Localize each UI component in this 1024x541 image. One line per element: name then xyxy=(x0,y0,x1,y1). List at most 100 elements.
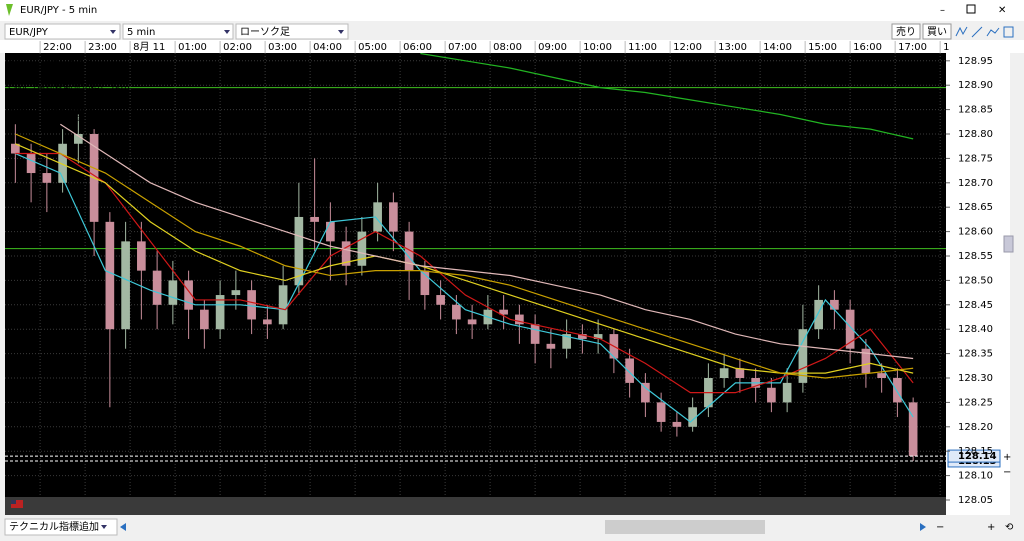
y-tick-label: 128.65 xyxy=(958,202,993,213)
flag-canton xyxy=(11,500,16,504)
title-bar xyxy=(0,0,1024,21)
dropdown-arrow xyxy=(101,525,107,529)
sma-line xyxy=(15,143,914,374)
x-tick-label: 04:00 xyxy=(313,42,342,53)
candle-body xyxy=(562,334,571,349)
symbol-dropdown[interactable] xyxy=(4,23,121,40)
x-tick-label: 14:00 xyxy=(763,42,792,53)
sell-label: 売り xyxy=(896,25,916,38)
candle-body xyxy=(625,358,634,383)
candle-body xyxy=(845,309,855,349)
x-tick-label: 15:00 xyxy=(808,42,837,53)
v-scroll-thumb[interactable] xyxy=(1003,235,1014,253)
y-tick-label: 128.15 xyxy=(958,446,993,457)
candle-body xyxy=(452,304,461,320)
candle-body xyxy=(247,290,256,320)
candle-body xyxy=(499,309,508,315)
x-tick-label: 22:00 xyxy=(43,42,72,53)
dropdown-arrow xyxy=(224,30,230,34)
candle-body xyxy=(215,295,225,330)
candle-body xyxy=(373,202,382,232)
candle-body xyxy=(121,241,130,330)
y-tick-label: 128.50 xyxy=(958,275,993,286)
candle-body xyxy=(641,382,650,403)
candle-body xyxy=(893,378,902,403)
candle-body xyxy=(861,348,871,374)
candle-body xyxy=(578,334,587,339)
candle-body xyxy=(326,221,335,242)
buy-button[interactable] xyxy=(922,23,952,40)
y-tick-label: 128.10 xyxy=(958,471,993,482)
zoom-in[interactable]: + xyxy=(987,522,995,533)
candle-body xyxy=(263,319,272,325)
indicator-dropdown[interactable] xyxy=(4,518,118,536)
price-box xyxy=(947,449,1001,463)
tool-icons[interactable] xyxy=(955,26,1014,38)
minimize-button[interactable]: – xyxy=(940,5,945,16)
symbol: EUR/JPY xyxy=(9,27,49,38)
h-scroll-thumb[interactable] xyxy=(605,520,765,534)
candle-body xyxy=(357,231,367,266)
candle-body xyxy=(231,290,241,296)
zoom-out[interactable]: − xyxy=(936,522,944,533)
candle-body xyxy=(341,241,351,266)
reset[interactable]: ⟲ xyxy=(1005,522,1014,533)
chart-style: ローソク足 xyxy=(240,26,290,38)
candle-body xyxy=(404,231,414,271)
volume-strip xyxy=(5,497,946,515)
style-dropdown[interactable] xyxy=(235,23,349,40)
candle-body xyxy=(546,343,556,349)
candle-body xyxy=(420,270,430,296)
candle-body xyxy=(105,221,115,330)
x-tick-label: 17:00 xyxy=(898,42,927,53)
y-tick-label: 128.95 xyxy=(958,56,993,67)
candle-body xyxy=(530,324,540,344)
x-tick-label: 05:00 xyxy=(358,42,387,53)
candle-body xyxy=(26,153,36,174)
close-button[interactable]: ✕ xyxy=(998,5,1006,16)
y-tick-label: 128.60 xyxy=(958,227,993,238)
candle-body xyxy=(294,216,304,286)
candle-body xyxy=(184,280,193,310)
candle-body xyxy=(798,329,808,383)
sell-button[interactable] xyxy=(891,23,921,40)
price-label: 128.14 xyxy=(958,451,997,462)
candle-body xyxy=(782,382,792,403)
candle-body xyxy=(58,143,67,183)
candle-body xyxy=(137,241,146,271)
zoom-in-y[interactable]: + xyxy=(1003,452,1011,463)
y-tick-label: 128.25 xyxy=(958,397,993,408)
sma-line xyxy=(420,53,914,140)
y-tick-label: 128.70 xyxy=(958,178,993,189)
legend-entry: SMA（単純移動平均線） (60) xyxy=(8,83,130,95)
candle-body xyxy=(200,309,209,330)
x-tick-label: 23:00 xyxy=(88,42,117,53)
candle-body xyxy=(830,299,839,310)
x-tick-label: 10:00 xyxy=(583,42,612,53)
v-scrollbar[interactable] xyxy=(1010,53,1024,515)
candle-body xyxy=(515,314,524,325)
y-tick-label: 128.85 xyxy=(958,105,993,116)
y-tick-label: 128.05 xyxy=(958,495,993,506)
candle-body xyxy=(152,270,162,305)
scroll-left[interactable] xyxy=(120,523,126,531)
dropdown-arrow xyxy=(110,30,116,34)
plot xyxy=(5,53,946,497)
x-tick-label: 8月 11 xyxy=(133,41,165,53)
candle-body xyxy=(719,368,729,379)
zoom-out-y[interactable]: − xyxy=(1003,467,1011,478)
y-tick-label: 128.35 xyxy=(958,349,993,360)
time-axis xyxy=(0,40,1024,53)
y-tick-label: 128.75 xyxy=(958,153,993,164)
x-tick-label: 1 xyxy=(943,42,949,53)
maximize-button[interactable] xyxy=(966,4,976,14)
interval-dropdown[interactable] xyxy=(122,23,234,40)
scroll-right[interactable] xyxy=(920,523,926,531)
sma-line xyxy=(15,133,914,379)
window-title: EUR/JPY - 5 min xyxy=(20,5,97,16)
y-tick-label: 128.90 xyxy=(958,80,993,91)
x-tick-label: 09:00 xyxy=(538,42,567,53)
x-tick-label: 11:00 xyxy=(628,42,657,53)
candle-body xyxy=(168,280,178,305)
legend-entry: SMA（単純移動平均線） (20) xyxy=(8,73,130,85)
